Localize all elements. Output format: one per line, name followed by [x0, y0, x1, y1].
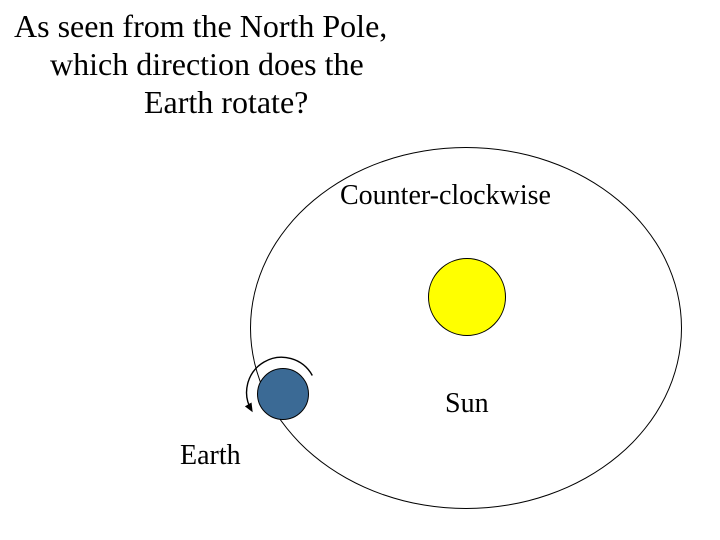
diagram-stage: As seen from the North Pole, which direc…: [0, 0, 720, 540]
question-line-3: Earth rotate?: [14, 84, 514, 122]
question-line-1: As seen from the North Pole,: [14, 8, 514, 46]
sun-label: Sun: [445, 388, 489, 420]
earth-label: Earth: [180, 440, 241, 472]
rotation-arc-path: [247, 357, 313, 410]
question-line-2: which direction does the: [14, 46, 514, 84]
answer-text: Counter-clockwise: [340, 180, 551, 212]
question-text: As seen from the North Pole, which direc…: [14, 8, 514, 121]
